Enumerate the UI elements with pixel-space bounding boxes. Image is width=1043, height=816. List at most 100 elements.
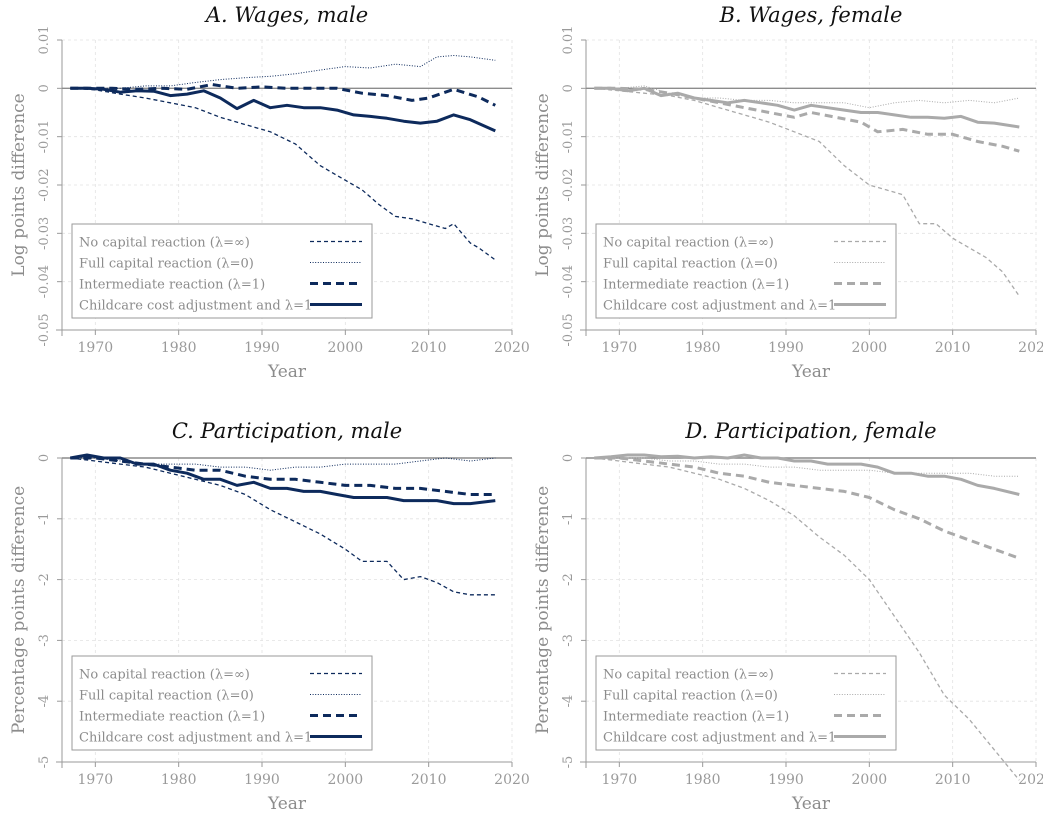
- y-tick-label: -0.03: [37, 217, 52, 250]
- x-tick-label: 2010: [935, 772, 971, 788]
- y-tick-label: 0: [561, 84, 576, 92]
- series-line-solid: [70, 86, 496, 133]
- x-tick-label: 1990: [768, 340, 804, 356]
- legend-label: Intermediate reaction (λ=1): [603, 710, 789, 725]
- x-tick-label: 2000: [852, 772, 888, 788]
- y-axis-title: Log points difference: [533, 93, 553, 276]
- x-tick-label: 2020: [494, 772, 530, 788]
- x-tick-label: 1990: [244, 772, 280, 788]
- series-line-bold-dashed: [594, 86, 1020, 153]
- legend-label: Full capital reaction (λ=0): [79, 257, 254, 272]
- x-tick-label: 1970: [602, 772, 638, 788]
- legend: No capital reaction (λ=∞) Full capital re…: [595, 223, 897, 319]
- series-line-dotted: [594, 457, 1020, 477]
- legend: No capital reaction (λ=∞) Full capital re…: [71, 223, 373, 319]
- legend-label: Childcare cost adjustment and λ=1: [603, 299, 836, 314]
- y-tick-label: -0.05: [37, 313, 52, 346]
- y-tick-label: -4: [37, 695, 52, 708]
- x-tick-label: 2010: [935, 340, 971, 356]
- legend-label: Childcare cost adjustment and λ=1: [79, 299, 312, 314]
- legend-label: Intermediate reaction (λ=1): [79, 278, 265, 293]
- x-tick-label: 2000: [328, 772, 364, 788]
- y-tick-label: -5: [37, 756, 52, 769]
- y-tick-label: -1: [37, 512, 52, 525]
- legend-label: Full capital reaction (λ=0): [79, 689, 254, 704]
- x-tick-label: 2000: [328, 340, 364, 356]
- x-tick-label: 2020: [1018, 772, 1043, 788]
- panel-title: B. Wages, female: [719, 3, 903, 27]
- x-axis-title: Year: [267, 362, 307, 382]
- y-tick-label: 0: [37, 454, 52, 462]
- y-tick-label: -3: [561, 634, 576, 647]
- y-tick-label: -0.04: [561, 265, 576, 298]
- y-tick-label: -5: [561, 756, 576, 769]
- y-axis-title: Percentage points difference: [9, 486, 29, 734]
- y-tick-label: 0.01: [37, 26, 52, 55]
- y-tick-label: -2: [37, 573, 52, 586]
- legend-box: [71, 655, 373, 751]
- legend-label: No capital reaction (λ=∞): [603, 236, 774, 251]
- series-line-solid: [594, 86, 1020, 129]
- legend-label: Full capital reaction (λ=0): [603, 257, 778, 272]
- x-tick-label: 2010: [411, 772, 447, 788]
- panel-c: C. Participation, male 1970 1980 1990 2000 20…: [9, 419, 530, 814]
- legend-box: [595, 655, 897, 751]
- panel-b: B. Wages, female 1970 1980 1990 2000 2010 202 0…: [533, 3, 1043, 382]
- y-tick-label: -0.02: [37, 168, 52, 201]
- series-line-solid: [70, 453, 496, 506]
- y-axis-title: Log points difference: [9, 93, 29, 276]
- y-tick-label: -4: [561, 695, 576, 708]
- series-line-dashed: [594, 457, 1020, 781]
- panel-d: D. Participation, female 1970 1980 1990 2000…: [533, 419, 1043, 814]
- x-tick-label: 1990: [768, 772, 804, 788]
- legend-label: Childcare cost adjustment and λ=1: [603, 731, 836, 746]
- x-tick-label: 2020: [494, 340, 530, 356]
- series-line-solid: [594, 453, 1020, 496]
- x-tick-label: 1980: [685, 772, 721, 788]
- series-line-dotted: [70, 55, 496, 89]
- series-line-dashed: [70, 87, 496, 261]
- series-line-dotted: [594, 85, 1020, 109]
- x-tick-label: 2010: [411, 340, 447, 356]
- legend-box: [595, 223, 897, 319]
- x-axis-title: Year: [791, 362, 831, 382]
- x-tick-label: 1970: [78, 772, 114, 788]
- legend-label: Full capital reaction (λ=0): [603, 689, 778, 704]
- x-tick-label: 1980: [161, 340, 197, 356]
- legend-box: [71, 223, 373, 319]
- legend-label: Intermediate reaction (λ=1): [603, 278, 789, 293]
- y-tick-label: -3: [37, 634, 52, 647]
- x-tick-label: 1980: [685, 340, 721, 356]
- panel-title: A. Wages, male: [204, 3, 368, 27]
- x-tick-label: 2020: [1018, 340, 1043, 356]
- legend-label: Childcare cost adjustment and λ=1: [79, 731, 312, 746]
- series-line-dashed: [70, 457, 496, 596]
- x-tick-label: 1970: [78, 340, 114, 356]
- series-line-bold-dashed: [594, 456, 1020, 560]
- x-tick-label: 1980: [161, 772, 197, 788]
- y-tick-label: -1: [561, 512, 576, 525]
- y-tick-label: -0.04: [37, 265, 52, 298]
- legend-label: Intermediate reaction (λ=1): [79, 710, 265, 725]
- legend-label: No capital reaction (λ=∞): [79, 236, 250, 251]
- y-tick-label: -0.02: [561, 168, 576, 201]
- series-line-dashed: [594, 87, 1020, 297]
- y-tick-label: 0: [37, 84, 52, 92]
- legend: No capital reaction (λ=∞) Full capital re…: [71, 655, 373, 751]
- legend: No capital reaction (λ=∞) Full capital re…: [595, 655, 897, 751]
- y-tick-label: 0.01: [561, 26, 576, 55]
- y-tick-label: 0: [561, 454, 576, 462]
- panel-a: A. Wages, male 1970 1980 1990 2000 2010 2020 0.…: [9, 3, 530, 382]
- x-tick-label: 1990: [244, 340, 280, 356]
- y-tick-label: -0.03: [561, 217, 576, 250]
- y-tick-label: -0.01: [561, 120, 576, 153]
- x-axis-title: Year: [267, 794, 307, 814]
- legend-label: No capital reaction (λ=∞): [603, 668, 774, 683]
- panel-title: D. Participation, female: [684, 419, 936, 443]
- panel-title: C. Participation, male: [172, 419, 402, 443]
- series-line-bold-dashed: [70, 83, 496, 107]
- legend-label: No capital reaction (λ=∞): [79, 668, 250, 683]
- x-tick-label: 1970: [602, 340, 638, 356]
- x-axis-title: Year: [791, 794, 831, 814]
